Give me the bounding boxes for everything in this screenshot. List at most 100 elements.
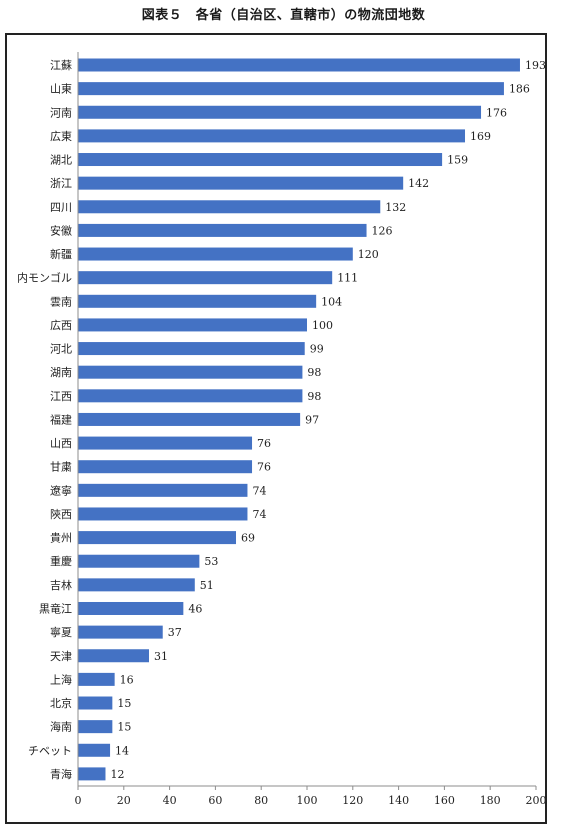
category-label: 山東: [50, 83, 72, 96]
category-label: 四川: [50, 201, 72, 214]
category-label: 浙江: [50, 177, 72, 190]
value-label: 176: [486, 106, 507, 119]
category-label: 河南: [50, 106, 72, 119]
category-label: 天津: [50, 650, 72, 663]
bar-6: [78, 176, 404, 190]
bar-26: [78, 649, 149, 663]
bar-9: [78, 247, 353, 261]
category-label: 寧夏: [50, 625, 72, 639]
category-label: 吉林: [50, 578, 72, 592]
x-tick-label: 100: [297, 794, 318, 807]
bars-layer: [78, 58, 520, 781]
category-label: 湖南: [50, 366, 72, 379]
x-tick-label: 20: [117, 794, 131, 807]
bar-5: [78, 153, 443, 167]
bar-11: [78, 294, 317, 308]
bar-31: [78, 767, 106, 781]
x-tick-label: 160: [434, 794, 455, 807]
bar-27: [78, 672, 115, 686]
category-label: 江蘇: [50, 59, 72, 72]
value-label: 46: [188, 602, 202, 615]
bar-18: [78, 460, 253, 474]
value-label: 104: [321, 295, 342, 308]
bar-3: [78, 105, 482, 119]
bar-17: [78, 436, 253, 450]
bar-8: [78, 223, 367, 237]
value-label: 100: [312, 319, 333, 332]
category-label: 青海: [50, 767, 72, 781]
value-label: 76: [257, 437, 271, 450]
bar-20: [78, 507, 248, 521]
value-label: 12: [110, 768, 124, 781]
value-label: 74: [252, 484, 266, 497]
category-label: 上海: [50, 672, 72, 686]
value-label: 15: [117, 697, 131, 710]
value-label: 159: [447, 154, 468, 167]
value-label: 99: [310, 343, 324, 356]
value-label: 98: [307, 390, 321, 403]
x-tick-label: 140: [388, 794, 409, 807]
figure-title: 図表５ 各省（自治区、直轄市）の物流団地数: [141, 8, 426, 23]
value-label: 51: [200, 579, 214, 592]
value-label: 76: [257, 461, 271, 474]
value-label: 69: [241, 532, 255, 545]
category-label: 甘粛: [50, 461, 72, 474]
category-label: 湖北: [50, 154, 72, 167]
category-label: チベット: [28, 744, 72, 757]
value-label: 14: [115, 744, 129, 757]
bar-29: [78, 720, 113, 734]
category-label: 遼寧: [50, 483, 72, 497]
bar-16: [78, 412, 301, 426]
value-label: 120: [358, 248, 379, 261]
value-label: 193: [525, 59, 546, 72]
value-label: 98: [307, 366, 321, 379]
bar-24: [78, 601, 184, 615]
category-label: 山西: [50, 437, 72, 450]
category-label: 江西: [50, 390, 72, 403]
category-label: 安徽: [50, 223, 72, 237]
category-label: 新疆: [50, 247, 72, 261]
bar-15: [78, 389, 303, 403]
value-label: 111: [337, 272, 358, 285]
value-label: 132: [385, 201, 406, 214]
value-label: 31: [154, 650, 168, 663]
bar-13: [78, 342, 305, 356]
bar-21: [78, 531, 237, 545]
bar-19: [78, 483, 248, 497]
x-tick-label: 0: [75, 794, 82, 807]
category-label: 陝西: [50, 508, 72, 521]
bar-22: [78, 554, 200, 568]
category-label: 広西: [50, 319, 72, 332]
bar-10: [78, 271, 333, 285]
category-label: 黒竜江: [39, 601, 72, 615]
x-tick-label: 60: [208, 794, 222, 807]
x-tick-label: 80: [254, 794, 268, 807]
value-label: 16: [120, 673, 134, 686]
bar-23: [78, 578, 195, 592]
x-tick-label: 180: [480, 794, 501, 807]
value-label: 126: [372, 224, 393, 237]
category-label: 広東: [50, 130, 72, 143]
x-tick-label: 120: [342, 794, 363, 807]
bar-14: [78, 365, 303, 379]
value-label: 37: [168, 626, 182, 639]
value-label: 97: [305, 413, 319, 426]
bar-1: [78, 58, 520, 72]
category-label: 重慶: [50, 554, 72, 568]
x-tick-label: 200: [526, 794, 547, 807]
x-axis: 0 20 40 60 80 100 120 140 160 180 200: [75, 52, 547, 807]
bar-25: [78, 625, 163, 639]
value-label: 53: [204, 555, 218, 568]
value-label: 15: [117, 721, 131, 734]
bar-7: [78, 200, 381, 214]
bar-4: [78, 129, 466, 143]
category-label: 河北: [50, 343, 72, 356]
bar-12: [78, 318, 307, 332]
value-label: 169: [470, 130, 491, 143]
category-labels: 江蘇山東河南広東湖北浙江四川安徽新疆内モンゴル雲南広西河北湖南江西福建山西甘粛遼…: [17, 59, 72, 781]
category-label: 北京: [50, 696, 72, 710]
bar-28: [78, 696, 113, 710]
bar-2: [78, 82, 504, 96]
